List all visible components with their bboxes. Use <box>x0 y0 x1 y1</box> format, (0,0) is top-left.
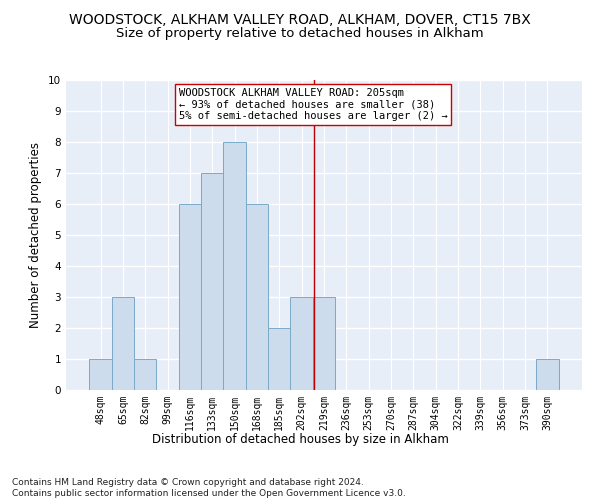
Bar <box>290 297 313 390</box>
Bar <box>536 359 559 390</box>
Y-axis label: Number of detached properties: Number of detached properties <box>29 142 43 328</box>
Bar <box>223 142 246 390</box>
Text: Size of property relative to detached houses in Alkham: Size of property relative to detached ho… <box>116 28 484 40</box>
Bar <box>313 297 335 390</box>
Bar <box>134 359 157 390</box>
Text: WOODSTOCK ALKHAM VALLEY ROAD: 205sqm
← 93% of detached houses are smaller (38)
5: WOODSTOCK ALKHAM VALLEY ROAD: 205sqm ← 9… <box>179 88 448 121</box>
Bar <box>179 204 201 390</box>
Bar <box>246 204 268 390</box>
Bar <box>89 359 112 390</box>
Bar <box>268 328 290 390</box>
Bar <box>201 173 223 390</box>
Text: WOODSTOCK, ALKHAM VALLEY ROAD, ALKHAM, DOVER, CT15 7BX: WOODSTOCK, ALKHAM VALLEY ROAD, ALKHAM, D… <box>69 12 531 26</box>
Text: Distribution of detached houses by size in Alkham: Distribution of detached houses by size … <box>152 432 448 446</box>
Bar <box>112 297 134 390</box>
Text: Contains HM Land Registry data © Crown copyright and database right 2024.
Contai: Contains HM Land Registry data © Crown c… <box>12 478 406 498</box>
